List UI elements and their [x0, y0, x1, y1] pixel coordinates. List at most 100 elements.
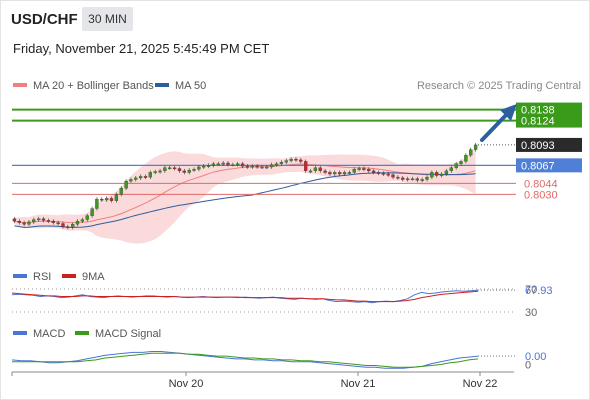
candle-body	[255, 165, 259, 168]
pivot-badge-3	[516, 158, 582, 173]
price-level-label-2: 0.8093	[521, 140, 555, 152]
candle-body	[430, 172, 434, 178]
candle-body	[148, 172, 152, 178]
candle-body	[119, 187, 123, 195]
candle-body	[362, 168, 366, 170]
legend-bb: MA 20 + Bollinger Bands	[13, 80, 154, 92]
candle-body	[85, 215, 89, 220]
legend-ma50-label: MA 50	[175, 80, 207, 92]
candle-body	[71, 224, 75, 228]
candle-body	[415, 178, 419, 181]
candle-body	[114, 194, 119, 201]
candle-body	[240, 163, 245, 167]
candle-body	[80, 219, 85, 222]
candle-body	[187, 169, 191, 173]
candle-body	[158, 170, 162, 173]
candle-body	[75, 220, 80, 225]
candle-body	[454, 163, 458, 168]
legend-rsi-ma-swatch	[62, 274, 76, 279]
candle-body	[289, 158, 293, 161]
candle-body	[386, 173, 390, 176]
candle-body	[420, 179, 424, 181]
forecast-arrow-head	[500, 104, 517, 121]
candle-body	[352, 169, 356, 173]
resistance-label-1: 0.8124	[521, 116, 555, 128]
legend-macd-swatch	[13, 331, 27, 336]
candle-body	[41, 218, 46, 221]
candle-body	[270, 164, 274, 168]
candle-body	[459, 161, 463, 164]
candle-body	[265, 166, 269, 169]
candle-body	[109, 198, 114, 201]
candle-body	[211, 163, 216, 166]
ma50-line	[14, 172, 476, 228]
candle-body	[410, 178, 415, 181]
candle-body	[182, 170, 186, 173]
candle-body	[236, 163, 240, 166]
macd-current-label: 0.00	[525, 351, 546, 363]
candle-body	[347, 172, 352, 174]
candle-body	[138, 176, 143, 179]
macd-line	[11, 351, 479, 369]
macd-tick-label: 0	[525, 360, 531, 372]
legend-macd-signal-label: MACD Signal	[95, 328, 162, 340]
symbol-title: USD/CHF	[11, 11, 78, 28]
bollinger-band	[14, 147, 476, 244]
candle-body	[231, 164, 235, 166]
macd-signal-line	[12, 352, 479, 368]
candle-body	[51, 220, 55, 223]
legend-rsi-ma-label: 9MA	[82, 271, 105, 283]
candle-body	[46, 220, 51, 222]
candle-body	[469, 149, 473, 156]
candle-body	[279, 162, 284, 164]
candle-body	[22, 222, 26, 225]
legend-bb-label: MA 20 + Bollinger Bands	[33, 80, 154, 92]
candle-body	[338, 172, 342, 175]
candle-body	[391, 174, 395, 178]
candle-body	[449, 167, 453, 171]
legend-rsi-label: RSI	[33, 271, 52, 283]
candle-body	[153, 171, 157, 173]
candle-body	[435, 172, 439, 176]
time-axis-label: Nov 22	[463, 378, 498, 390]
rsi-current-label: 67.93	[525, 285, 553, 297]
legend-rsi-ma: 9MA	[62, 271, 105, 283]
support-label-4: 0.8044	[524, 178, 558, 190]
candle-body	[439, 173, 444, 176]
support-label-5: 0.8030	[524, 189, 558, 201]
price-level-badge-2	[516, 137, 582, 152]
candle-body	[100, 198, 104, 201]
candle-body	[226, 162, 230, 165]
ma20-line	[14, 163, 476, 224]
candle-body	[197, 166, 201, 170]
candle-body	[371, 170, 376, 173]
timeframe-button[interactable]: 30 MIN	[82, 7, 133, 31]
candle-body	[425, 176, 429, 180]
candle-body	[27, 221, 31, 225]
candle-body	[250, 165, 254, 168]
candle-body	[134, 177, 138, 180]
candle-body	[61, 223, 65, 227]
candle-body	[95, 198, 99, 209]
candle-body	[444, 170, 449, 175]
candle-body	[172, 167, 177, 170]
candle-body	[192, 169, 196, 171]
candle-body	[105, 198, 109, 201]
candle-body	[177, 168, 182, 172]
candle-body	[143, 176, 148, 178]
candle-body	[284, 160, 288, 163]
candle-body	[90, 208, 94, 216]
candle-body	[32, 219, 36, 223]
candle-body	[328, 172, 332, 175]
resistance-badge-0	[516, 102, 582, 117]
candle-body	[304, 161, 308, 171]
candle-body	[206, 165, 211, 167]
rsi-tick-label: 30	[525, 307, 537, 319]
candle-body	[260, 166, 264, 169]
legend-ma50-swatch	[155, 83, 169, 88]
candle-body	[357, 168, 361, 170]
resistance-badge-1	[516, 113, 582, 128]
candle-body	[308, 170, 313, 173]
candle-body	[313, 167, 318, 171]
